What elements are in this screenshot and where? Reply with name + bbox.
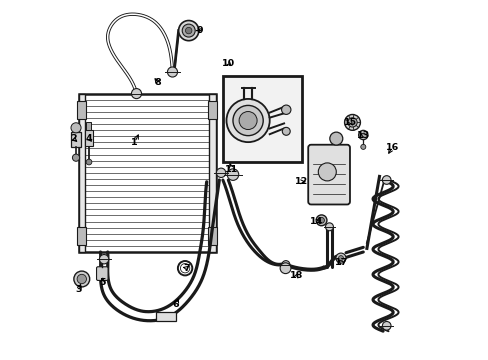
Circle shape: [338, 256, 343, 261]
Circle shape: [86, 159, 92, 165]
Bar: [77, 101, 86, 119]
FancyBboxPatch shape: [307, 145, 349, 204]
Text: 11: 11: [225, 165, 238, 174]
Bar: [71, 132, 81, 147]
Circle shape: [282, 127, 289, 135]
Text: 5: 5: [99, 278, 105, 287]
Circle shape: [71, 123, 81, 133]
Bar: [209, 94, 215, 252]
Circle shape: [318, 163, 336, 181]
Circle shape: [178, 21, 199, 41]
Text: 10: 10: [221, 58, 234, 68]
Text: 16: 16: [385, 143, 398, 152]
Bar: [223, 76, 302, 162]
Text: 12: 12: [294, 177, 307, 186]
Circle shape: [131, 89, 141, 99]
Circle shape: [185, 27, 192, 34]
Circle shape: [325, 223, 333, 231]
Circle shape: [281, 105, 290, 114]
Circle shape: [77, 274, 86, 284]
Text: 9: 9: [196, 26, 203, 35]
Circle shape: [282, 261, 289, 269]
Text: 14: 14: [309, 217, 323, 226]
Text: 17: 17: [334, 258, 347, 267]
Text: 8: 8: [154, 78, 161, 87]
Bar: [77, 227, 86, 245]
Text: 13: 13: [356, 130, 369, 139]
Circle shape: [344, 114, 360, 130]
Bar: [79, 94, 85, 252]
Circle shape: [72, 154, 80, 161]
Circle shape: [382, 321, 390, 330]
Bar: [85, 130, 92, 146]
Circle shape: [226, 99, 269, 142]
Bar: [79, 94, 215, 252]
Circle shape: [316, 215, 326, 226]
Bar: [208, 227, 217, 245]
Text: 7: 7: [183, 264, 190, 273]
Text: 2: 2: [70, 134, 77, 143]
Circle shape: [167, 67, 177, 77]
Text: 15: 15: [344, 118, 357, 127]
Circle shape: [239, 112, 257, 130]
Circle shape: [360, 144, 365, 149]
Circle shape: [382, 176, 390, 184]
Text: 3: 3: [76, 285, 82, 294]
Circle shape: [182, 24, 195, 37]
Circle shape: [227, 169, 238, 180]
Circle shape: [347, 118, 356, 127]
Circle shape: [358, 130, 367, 140]
Circle shape: [74, 271, 89, 287]
Text: 18: 18: [289, 271, 303, 280]
Text: 4: 4: [85, 134, 92, 143]
Circle shape: [216, 168, 225, 177]
Bar: [208, 101, 217, 119]
Bar: [86, 122, 91, 130]
Circle shape: [99, 255, 108, 264]
Circle shape: [335, 253, 346, 263]
Circle shape: [280, 263, 290, 274]
FancyBboxPatch shape: [96, 267, 108, 280]
Circle shape: [329, 132, 342, 145]
Bar: [156, 312, 176, 321]
Circle shape: [318, 217, 324, 223]
Text: 1: 1: [131, 138, 138, 147]
Circle shape: [232, 105, 263, 136]
Text: 6: 6: [172, 300, 179, 309]
